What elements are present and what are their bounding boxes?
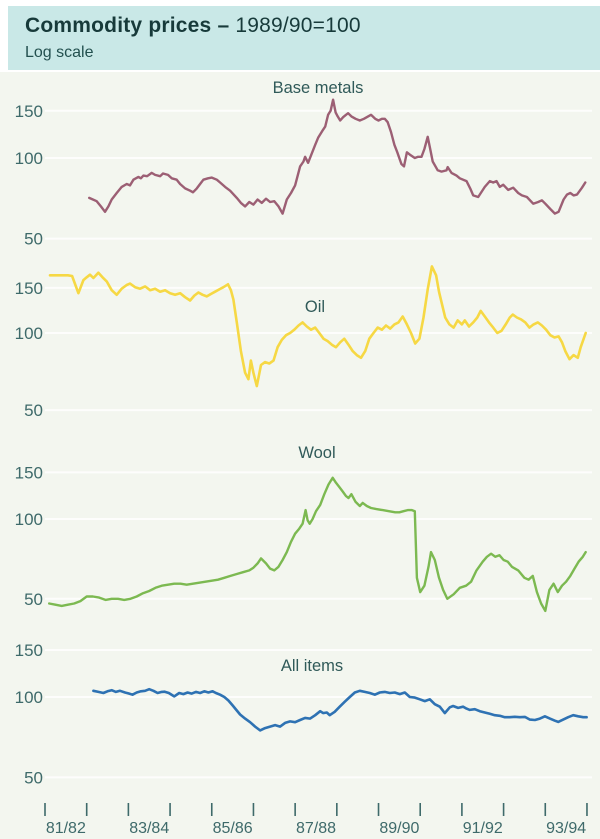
plot-background [0, 72, 600, 839]
y-tick-label-wool-100: 100 [15, 510, 43, 529]
series-label-all-items: All items [281, 657, 343, 675]
y-tick-label-oil-150: 150 [15, 279, 43, 298]
y-tick-label-base-metals-150: 150 [15, 102, 43, 121]
x-axis-label-83-84: 83/84 [129, 820, 169, 837]
y-tick-label-base-metals-50: 50 [24, 230, 43, 249]
x-axis-label-89-90: 89/90 [379, 820, 419, 837]
page-title: Commodity prices – 1989/90=100 [25, 14, 600, 38]
y-tick-label-base-metals-100: 100 [15, 149, 43, 168]
series-label-base-metals: Base metals [273, 79, 364, 97]
chart-header: Commodity prices – 1989/90=100 Log scale [8, 6, 600, 70]
x-axis-label-85-86: 85/86 [213, 820, 253, 837]
y-tick-label-all-items-150: 150 [15, 641, 43, 660]
series-line-wool [48, 476, 587, 613]
x-axis-label-91-92: 91/92 [463, 820, 503, 837]
x-axis-label-87-88: 87/88 [296, 820, 336, 837]
y-tick-label-all-items-100: 100 [15, 688, 43, 707]
series-line-oil [48, 265, 588, 388]
series-label-oil: Oil [305, 298, 325, 316]
series-label-wool: Wool [298, 444, 335, 462]
page-title-index-base: 1989/90=100 [235, 14, 361, 37]
series-line-base-metals [87, 98, 587, 215]
page-title-bold: Commodity prices – [25, 14, 230, 37]
y-tick-label-oil-100: 100 [15, 324, 43, 343]
y-tick-label-wool-50: 50 [24, 590, 43, 609]
y-tick-label-oil-50: 50 [24, 401, 43, 420]
x-axis-label-81-82: 81/82 [46, 820, 86, 837]
series-line-all-items [92, 687, 588, 732]
y-tick-label-all-items-50: 50 [24, 768, 43, 787]
log-scale-note: Log scale [25, 44, 94, 61]
y-tick-label-wool-150: 150 [15, 463, 43, 482]
x-axis-label-93-94: 93/94 [546, 820, 586, 837]
